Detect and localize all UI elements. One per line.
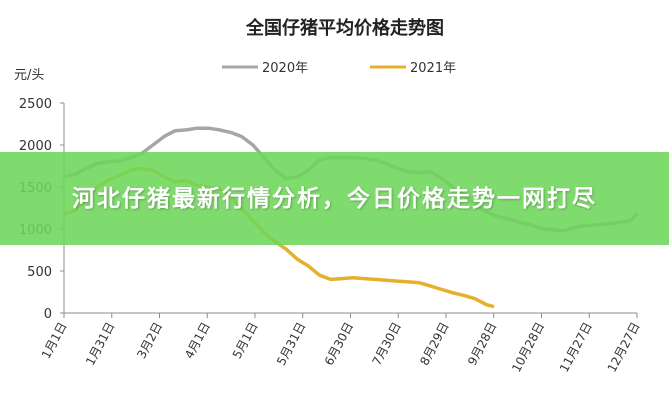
- x-tick-label: 1月1日: [39, 320, 70, 361]
- x-tick-label: 6月30日: [322, 320, 356, 368]
- x-tick-label: 11月27日: [557, 320, 595, 375]
- x-tick-label: 10月28日: [509, 320, 547, 375]
- x-tick-label: 9月28日: [465, 320, 499, 368]
- x-tick-label: 12月27日: [605, 320, 643, 375]
- x-tick-label: 3月2日: [134, 320, 165, 361]
- y-tick-label: 0: [44, 307, 52, 322]
- x-tick-label: 1月31日: [83, 320, 117, 368]
- legend-label: 2020年: [262, 61, 308, 76]
- headline-text: 河北仔猪最新行情分析，今日价格走势一网打尽: [72, 185, 597, 212]
- x-tick-label: 4月1日: [182, 320, 213, 361]
- x-tick-label: 8月29日: [417, 320, 451, 368]
- x-axis: 1月1日 1月31日 3月2日 4月1日 5月1日 5月31日 6月30日 7月30日 8月29…: [39, 312, 643, 375]
- x-tick-label: 5月1日: [230, 320, 261, 361]
- y-tick-label: 2000: [19, 139, 52, 154]
- chart-title: 全国仔猪平均价格走势图: [245, 17, 444, 39]
- headline-banner: 河北仔猪最新行情分析，今日价格走势一网打尽: [0, 152, 669, 245]
- y-tick-label: 2500: [19, 97, 52, 112]
- legend: 2020年 2021年: [222, 61, 456, 76]
- y-axis-unit-label: 元/头: [14, 68, 44, 83]
- x-tick-label: 7月30日: [370, 320, 404, 368]
- x-tick-label: 5月31日: [274, 320, 308, 368]
- y-tick-label: 500: [27, 265, 52, 280]
- legend-label: 2021年: [410, 61, 456, 76]
